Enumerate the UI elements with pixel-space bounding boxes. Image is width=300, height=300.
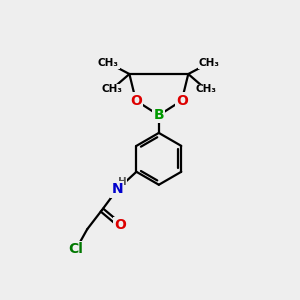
Text: O: O bbox=[130, 94, 142, 107]
Text: O: O bbox=[176, 94, 188, 107]
Text: CH₃: CH₃ bbox=[199, 58, 220, 68]
Text: O: O bbox=[114, 218, 126, 233]
Text: N: N bbox=[111, 182, 123, 197]
Text: Cl: Cl bbox=[69, 242, 83, 256]
Text: B: B bbox=[154, 108, 164, 122]
Text: H: H bbox=[118, 177, 126, 188]
Text: CH₃: CH₃ bbox=[195, 84, 216, 94]
Text: CH₃: CH₃ bbox=[101, 84, 122, 94]
Text: CH₃: CH₃ bbox=[98, 58, 119, 68]
